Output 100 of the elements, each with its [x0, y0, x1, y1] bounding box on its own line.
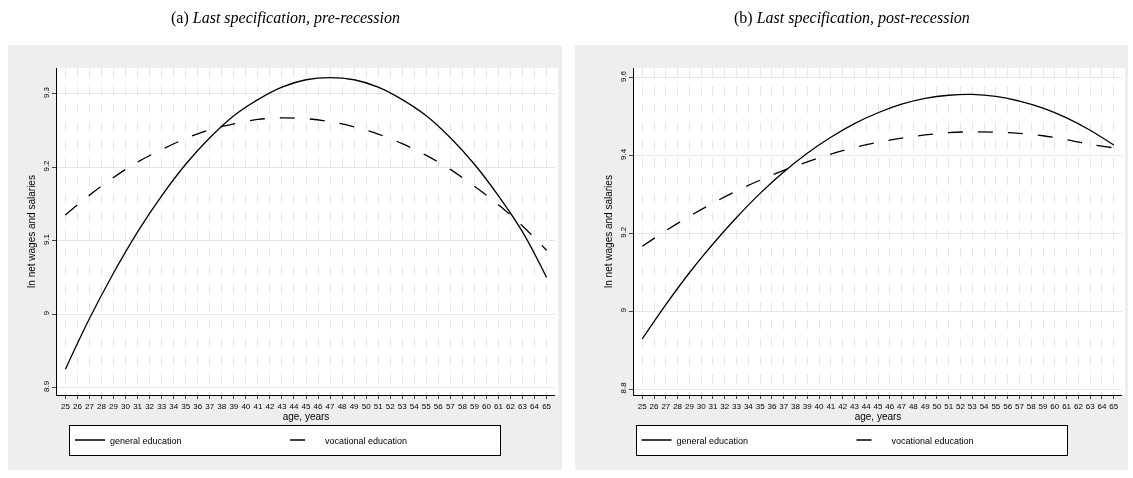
x-tick-label: 55	[421, 401, 432, 411]
x-tick-label: 62	[506, 401, 516, 411]
y-tick-label: 8.8	[618, 381, 628, 394]
x-tick-label: 28	[673, 401, 683, 411]
x-tick-label: 39	[229, 401, 239, 411]
x-tick-label: 50	[361, 401, 372, 411]
x-tick-label: 46	[885, 401, 895, 411]
x-tick-label: 43	[849, 401, 860, 411]
x-tick-label: 60	[481, 401, 492, 411]
x-tick-label: 59	[469, 401, 480, 411]
x-tick-label: 33	[157, 401, 167, 411]
x-tick-label: 58	[1026, 401, 1037, 411]
x-tick-label: 54	[979, 401, 990, 411]
y-tick-label: 8.9	[41, 380, 51, 393]
y-tick-label: 9.2	[41, 159, 51, 172]
y-tick-label: 9	[41, 310, 51, 316]
x-tick-label: 36	[193, 401, 203, 411]
x-tick-label: 51	[944, 401, 954, 411]
x-tick-label: 30	[121, 401, 131, 411]
x-tick-label: 49	[349, 401, 360, 411]
x-tick-label: 56	[433, 401, 444, 411]
x-tick-label: 29	[684, 401, 695, 411]
x-tick-label: 33	[732, 401, 742, 411]
x-tick-label: 49	[920, 401, 931, 411]
y-tick-label: 9	[618, 307, 628, 313]
x-tick-label: 38	[791, 401, 801, 411]
x-tick-label: 57	[445, 401, 456, 411]
legend-label: general education	[676, 435, 749, 446]
y-tick-label: 9.4	[618, 148, 628, 160]
x-tick-label: 63	[518, 401, 528, 411]
x-tick-label: 61	[1062, 401, 1072, 411]
x-tick-label: 40	[814, 401, 825, 411]
x-tick-label: 40	[241, 401, 251, 411]
x-tick-label: 42	[265, 401, 275, 411]
x-tick-label: 50	[932, 401, 942, 411]
x-tick-label: 42	[838, 401, 848, 411]
y-axis-title: ln net wages and salaries	[25, 175, 37, 288]
x-tick-label: 37	[205, 401, 215, 411]
legend-label: vocational education	[891, 435, 974, 446]
x-tick-label: 45	[873, 401, 883, 411]
x-tick-label: 35	[755, 401, 766, 411]
x-tick-label: 48	[337, 401, 348, 411]
x-tick-label: 37	[779, 401, 789, 411]
x-tick-label: 28	[97, 401, 107, 411]
x-tick-label: 59	[1038, 401, 1049, 411]
y-tick-label: 9.1	[41, 233, 51, 246]
x-tick-label: 47	[325, 401, 336, 411]
x-tick-label: 57	[1015, 401, 1025, 411]
x-tick-label: 51	[373, 401, 384, 411]
x-tick-label: 39	[802, 401, 813, 411]
x-tick-label: 27	[85, 401, 95, 411]
y-tick-label: 9.6	[618, 70, 628, 83]
y-tick-label: 9.3	[41, 86, 51, 99]
x-tick-label: 34	[743, 401, 754, 411]
x-tick-label: 60	[1050, 401, 1060, 411]
x-tick-label: 62	[1073, 401, 1084, 411]
x-tick-label: 46	[313, 401, 324, 411]
x-tick-label: 35	[181, 401, 191, 411]
legend-label: general education	[110, 435, 182, 446]
legend-label: vocational education	[325, 435, 408, 446]
x-tick-label: 45	[301, 401, 311, 411]
x-tick-label: 52	[385, 401, 396, 411]
y-tick-label: 9.2	[618, 226, 628, 238]
x-tick-label: 31	[708, 401, 718, 411]
x-tick-label: 44	[289, 401, 299, 411]
x-tick-label: 65	[542, 401, 552, 411]
x-tick-label: 56	[1003, 401, 1013, 411]
x-tick-label: 27	[661, 401, 671, 411]
x-tick-label: 65	[1109, 401, 1119, 411]
chart-title: (b) Last specification, post-recession	[734, 9, 970, 27]
x-tick-label: 41	[826, 401, 836, 411]
x-tick-label: 31	[133, 401, 143, 411]
x-tick-label: 25	[60, 401, 71, 411]
x-tick-label: 54	[409, 401, 420, 411]
x-tick-label: 53	[397, 401, 408, 411]
x-tick-label: 63	[1085, 401, 1096, 411]
x-tick-label: 44	[861, 401, 872, 411]
x-tick-label: 32	[720, 401, 730, 411]
y-axis-title: ln net wages and salaries	[602, 175, 614, 288]
x-axis-title: age, years	[282, 410, 330, 422]
x-tick-label: 55	[991, 401, 1001, 411]
x-tick-label: 26	[649, 401, 660, 411]
x-tick-label: 36	[767, 401, 777, 411]
x-tick-label: 58	[457, 401, 468, 411]
x-tick-label: 64	[530, 401, 540, 411]
x-tick-label: 34	[169, 401, 179, 411]
line-series	[64, 76, 548, 370]
x-tick-label: 29	[109, 401, 119, 411]
x-axis-title: age, years	[854, 410, 902, 422]
x-tick-label: 41	[253, 401, 263, 411]
x-tick-label: 52	[956, 401, 966, 411]
x-tick-label: 30	[696, 401, 707, 411]
x-tick-label: 47	[897, 401, 907, 411]
x-tick-label: 26	[73, 401, 83, 411]
x-tick-label: 32	[145, 401, 155, 411]
x-tick-label: 43	[277, 401, 287, 411]
x-tick-label: 25	[637, 401, 648, 411]
x-tick-label: 64	[1097, 401, 1107, 411]
x-tick-label: 61	[494, 401, 504, 411]
x-tick-label: 53	[967, 401, 978, 411]
